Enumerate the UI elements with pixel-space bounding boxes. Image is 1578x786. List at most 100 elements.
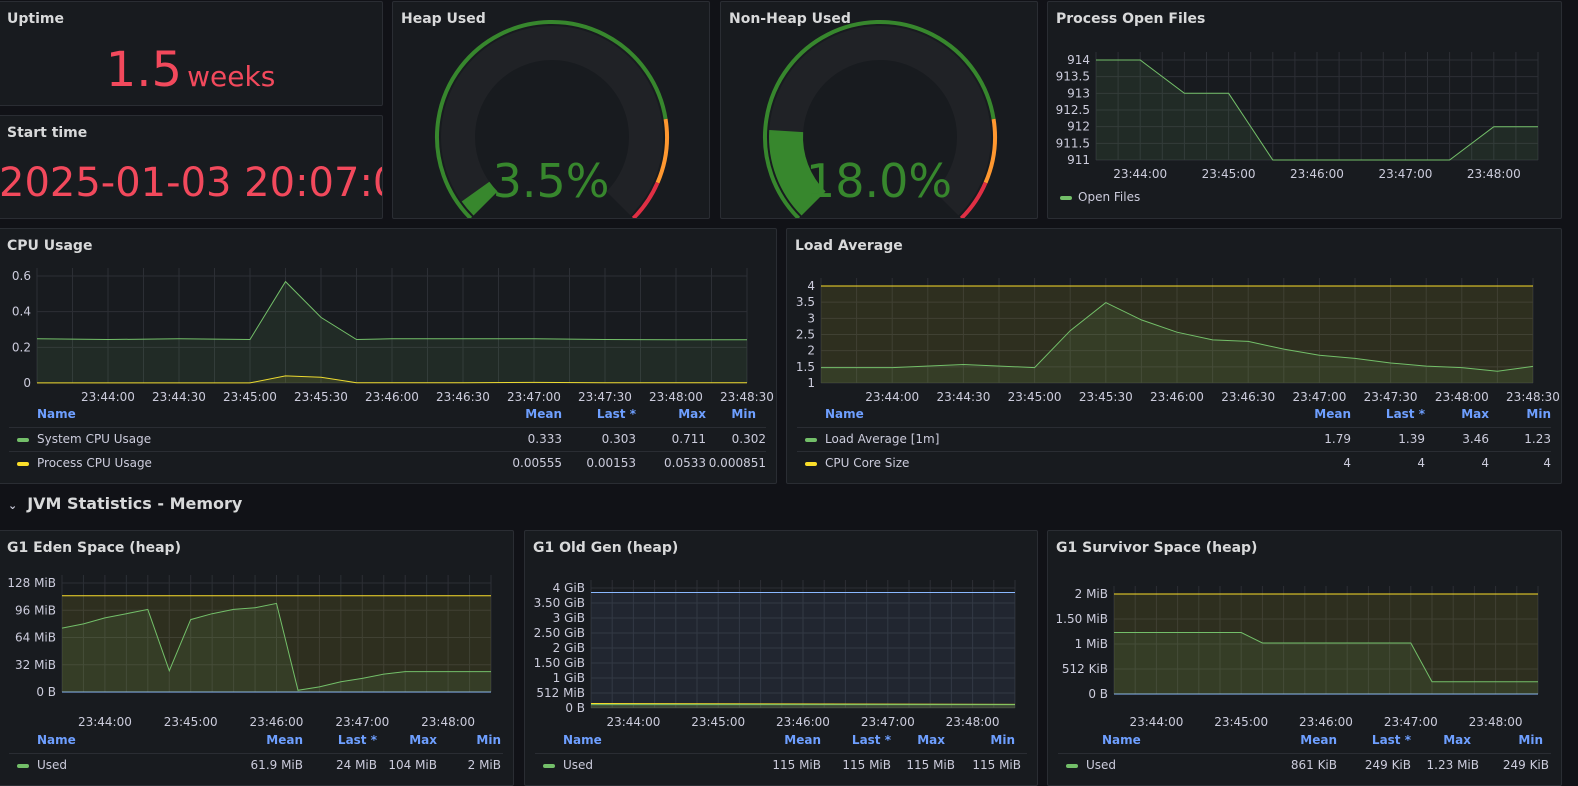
x-tick-label: 23:46:00 [1290, 167, 1344, 181]
x-tick-label: 23:44:00 [81, 390, 135, 404]
legend-header-min[interactable]: Min [990, 733, 1015, 747]
y-tick-label: 4 GiB [553, 581, 585, 595]
y-tick-label: 2 GiB [553, 641, 585, 655]
legend-header-min[interactable]: Min [731, 407, 756, 421]
legend-header-mean[interactable]: Mean [1314, 407, 1351, 421]
y-tick-label: 912.5 [1056, 103, 1090, 117]
legend-row-process-cpu[interactable]: Process CPU Usage 0.00555 0.00153 0.0533… [9, 451, 766, 476]
legend-label: Used [1086, 758, 1117, 772]
legend-last: 115 MiB [842, 758, 891, 772]
legend-header-mean[interactable]: Mean [266, 733, 303, 747]
panel-title: G1 Old Gen (heap) [533, 540, 679, 556]
panel-title: Process Open Files [1056, 11, 1206, 27]
legend-header-max[interactable]: Max [409, 733, 437, 747]
y-tick-label: 1 [807, 376, 815, 390]
x-tick-label: 23:44:00 [1129, 715, 1183, 729]
legend-header-name[interactable]: Name [1102, 733, 1141, 747]
y-tick-label: 0 B [36, 685, 56, 699]
legend-header-name[interactable]: Name [37, 407, 76, 421]
legend-header-last[interactable]: Last * [337, 733, 377, 747]
legend-header-last[interactable]: Last * [851, 733, 891, 747]
legend-min: 0.000851 [708, 456, 766, 470]
x-tick-label: 23:46:00 [250, 715, 304, 729]
x-tick-label: 23:46:00 [1299, 715, 1353, 729]
gauge-value-arc [461, 181, 498, 216]
legend-max: 115 MiB [906, 758, 955, 772]
legend-last: 4 [1417, 456, 1425, 470]
legend-header-mean[interactable]: Mean [1300, 733, 1337, 747]
non-heap-used-value: 18.0% [805, 154, 953, 208]
x-tick-label: 23:46:30 [436, 390, 490, 404]
y-tick-label: 2.5 [796, 328, 815, 342]
legend-header-last[interactable]: Last * [1385, 407, 1425, 421]
series-area [821, 302, 1533, 383]
heap-used-gauge [435, 20, 669, 218]
x-tick-label: 23:46:00 [1150, 390, 1204, 404]
legend-label: Load Average [1m] [825, 432, 940, 446]
legend-header: Name Mean Last * Max Min [535, 733, 1027, 749]
open-files-panel: Process Open Files 914 913.5 913 912.5 912 91… [1047, 1, 1562, 219]
legend-min: 249 KiB [1502, 758, 1549, 772]
g1-survivor-panel: G1 Survivor Space (heap) 2 MiB 1.50 MiB 1 … [1047, 530, 1562, 786]
legend-row-used[interactable]: Used 861 KiB 249 KiB 1.23 MiB 249 KiB [1058, 753, 1551, 778]
uptime-number: 1.5 [105, 42, 183, 98]
y-tick-label: 2.50 GiB [534, 626, 585, 640]
legend-header-name[interactable]: Name [825, 407, 864, 421]
old-legend-table: Name Mean Last * Max Min Used 115 MiB 11… [535, 733, 1027, 785]
section-header-jvm-memory[interactable]: ⌄ JVM Statistics - Memory [8, 494, 242, 513]
legend-item-open-files[interactable]: Open Files [1060, 190, 1140, 204]
legend-row-used[interactable]: Used 115 MiB 115 MiB 115 MiB 115 MiB [535, 753, 1027, 778]
x-tick-label: 23:47:30 [1364, 390, 1418, 404]
x-tick-label: 23:47:00 [1384, 715, 1438, 729]
start-time-panel: Start time 2025-01-03 20:07:02 [0, 115, 383, 219]
x-tick-label: 23:48:00 [1467, 167, 1521, 181]
x-tick-label: 23:45:00 [223, 390, 277, 404]
legend-header-max[interactable]: Max [1461, 407, 1489, 421]
legend-row-cpu-core-size[interactable]: CPU Core Size 4 4 4 4 [797, 451, 1551, 476]
x-tick-label: 23:47:30 [578, 390, 632, 404]
x-tick-label: 23:47:00 [507, 390, 561, 404]
start-time-value: 2025-01-03 20:07:02 [0, 160, 383, 206]
y-tick-label: 913 [1067, 86, 1090, 100]
legend-row-load-1m[interactable]: Load Average [1m] 1.79 1.39 3.46 1.23 [797, 427, 1551, 452]
x-tick-label: 23:46:00 [365, 390, 419, 404]
panel-title: CPU Usage [7, 238, 93, 254]
legend-header-name[interactable]: Name [37, 733, 76, 747]
y-tick-label: 0.6 [12, 269, 31, 283]
legend-header-min[interactable]: Min [1526, 407, 1551, 421]
x-tick-label: 23:48:00 [1435, 390, 1489, 404]
heap-used-value: 3.5% [492, 154, 610, 208]
y-tick-label: 0 [23, 376, 31, 390]
legend-header-min[interactable]: Min [1518, 733, 1543, 747]
legend-max: 1.23 MiB [1426, 758, 1479, 772]
legend-header-max[interactable]: Max [917, 733, 945, 747]
y-tick-label: 96 MiB [15, 603, 56, 617]
gauge-threshold-green [763, 20, 996, 218]
y-tick-label: 0 B [565, 701, 585, 715]
legend-header-max[interactable]: Max [678, 407, 706, 421]
x-tick-label: 23:47:00 [1292, 390, 1346, 404]
legend-row-system-cpu[interactable]: System CPU Usage 0.333 0.303 0.711 0.302 [9, 427, 766, 452]
y-tick-label: 2 [807, 344, 815, 358]
y-tick-label: 914 [1067, 53, 1090, 67]
legend-min: 4 [1543, 456, 1551, 470]
series-area [62, 603, 491, 692]
x-tick-label: 23:45:30 [1079, 390, 1133, 404]
x-tick-label: 23:44:00 [78, 715, 132, 729]
legend-header-mean[interactable]: Mean [784, 733, 821, 747]
x-tick-label: 23:48:30 [1506, 390, 1560, 404]
chevron-down-icon[interactable]: ⌄ [8, 499, 18, 512]
legend-header-name[interactable]: Name [563, 733, 602, 747]
legend-header-min[interactable]: Min [476, 733, 501, 747]
y-tick-label: 1 GiB [553, 671, 585, 685]
legend-header-last[interactable]: Last * [596, 407, 636, 421]
x-tick-label: 23:48:30 [720, 390, 774, 404]
legend-row-used[interactable]: Used 61.9 MiB 24 MiB 104 MiB 2 MiB [9, 753, 503, 778]
series-line [821, 302, 1534, 372]
y-tick-label: 911.5 [1056, 136, 1090, 150]
legend-header-last[interactable]: Last * [1371, 733, 1411, 747]
legend-header-max[interactable]: Max [1443, 733, 1471, 747]
cpu-usage-chart: 0.6 0.4 0.2 0 23:44:00 23:44:30 23:45:00 23:45:… [12, 268, 774, 404]
panel-title: Load Average [795, 238, 903, 254]
legend-header-mean[interactable]: Mean [525, 407, 562, 421]
